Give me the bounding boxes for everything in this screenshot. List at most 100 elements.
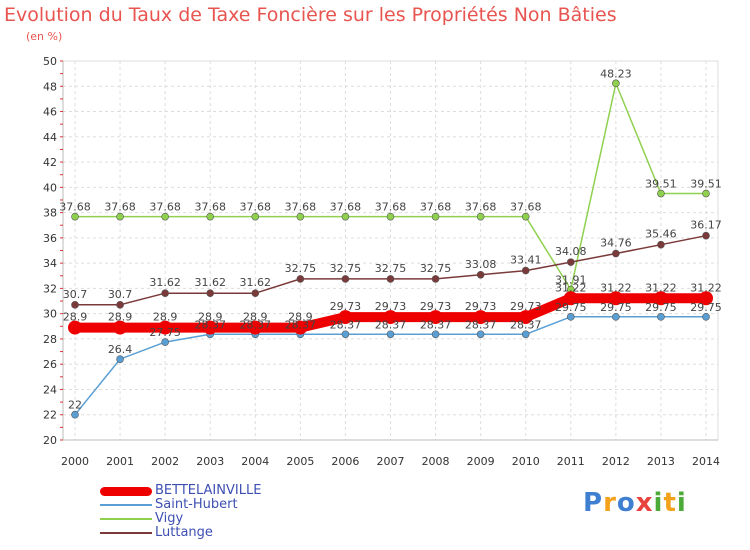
data-point-0: [113, 320, 128, 335]
data-label-3: 32.75: [285, 262, 317, 275]
data-point-1: [612, 313, 620, 321]
legend-label-saint-hubert: Saint-Hubert: [155, 497, 238, 512]
data-label-2: 31.91: [555, 274, 587, 287]
data-label-0: 28.9: [288, 311, 313, 324]
data-label-3: 32.75: [420, 262, 452, 275]
data-point-2: [341, 212, 350, 221]
data-point-2: [71, 212, 79, 221]
legend-label-vigy: Vigy: [155, 511, 184, 526]
y-tick-label: 34: [43, 257, 57, 270]
data-label-0: 28.9: [243, 311, 268, 324]
x-tick-label: 2013: [647, 455, 675, 468]
data-label-3: 34.76: [600, 237, 632, 250]
data-label-0: 29.73: [330, 300, 362, 313]
x-tick-label: 2010: [512, 455, 540, 468]
data-label-2: 39.51: [690, 178, 722, 191]
x-tick-label: 2008: [422, 455, 450, 468]
data-label-0: 28.9: [153, 311, 178, 324]
data-label-1: 29.75: [555, 301, 587, 314]
y-tick-label: 30: [43, 308, 57, 321]
data-point-1: [161, 338, 169, 346]
data-label-3: 31.62: [240, 276, 272, 289]
legend-swatch-saint-hubert: [100, 504, 152, 506]
data-label-0: 29.73: [510, 300, 542, 313]
data-point-1: [521, 330, 530, 339]
data-point-2: [116, 212, 124, 221]
data-point-3: [657, 240, 665, 249]
data-point-2: [161, 212, 169, 221]
data-point-3: [116, 301, 124, 309]
y-tick-label: 48: [43, 80, 57, 93]
proxiti-logo: Proxiti: [583, 488, 687, 518]
data-label-1: 26.4: [108, 343, 133, 356]
data-label-1: 28.37: [465, 318, 497, 331]
data-point-2: [657, 189, 665, 198]
data-point-0: [248, 320, 263, 335]
legend-item-luttange: Luttange: [100, 525, 430, 540]
data-point-0: [68, 320, 82, 335]
data-label-1: 22: [68, 399, 82, 412]
data-label-2: 37.68: [375, 201, 407, 214]
data-label-1: 29.75: [690, 301, 722, 314]
data-label-3: 33.41: [510, 254, 542, 267]
data-label-3: 30.7: [108, 288, 133, 301]
data-point-0: [383, 310, 398, 325]
data-label-1: 29.75: [645, 301, 677, 314]
x-tick-label: 2004: [241, 455, 269, 468]
data-label-2: 48.23: [600, 67, 632, 80]
legend-item-vigy: Vigy: [100, 511, 430, 526]
data-point-1: [386, 330, 395, 339]
data-label-2: 37.68: [194, 201, 226, 214]
data-label-2: 37.68: [510, 201, 542, 214]
data-label-1: 28.37: [420, 318, 452, 331]
data-point-3: [702, 231, 710, 240]
legend-label-luttange: Luttange: [155, 525, 213, 540]
data-point-1: [566, 313, 575, 321]
logo-letter: i: [676, 488, 687, 518]
legend-swatch-luttange: [100, 532, 152, 534]
data-label-0: 29.73: [375, 300, 407, 313]
data-point-1: [71, 410, 79, 419]
data-point-0: [699, 291, 713, 306]
data-label-0: 28.9: [198, 311, 223, 324]
legend: BETTELAINVILLE Saint-Hubert Vigy Luttang…: [100, 483, 430, 540]
data-point-0: [338, 310, 353, 325]
data-point-1: [476, 330, 485, 339]
data-point-2: [521, 212, 530, 221]
data-point-3: [612, 249, 620, 258]
x-tick-label: 2014: [692, 455, 720, 468]
data-label-0: 28.9: [108, 311, 133, 324]
data-point-3: [206, 289, 215, 298]
x-tick-label: 2000: [61, 455, 89, 468]
data-label-1: 28.37: [194, 318, 226, 331]
data-label-2: 37.68: [240, 201, 272, 214]
data-label-0: 31.22: [555, 281, 587, 294]
data-point-3: [71, 301, 79, 309]
y-tick-label: 26: [43, 358, 57, 371]
data-label-2: 37.68: [104, 201, 136, 214]
data-label-0: 31.22: [690, 281, 722, 294]
data-label-0: 31.22: [600, 281, 632, 294]
data-point-3: [476, 270, 485, 279]
data-point-1: [431, 330, 440, 339]
data-point-2: [386, 212, 395, 221]
data-point-1: [341, 330, 350, 339]
data-label-3: 35.46: [645, 228, 677, 241]
legend-item-saint-hubert: Saint-Hubert: [100, 497, 430, 512]
data-point-2: [431, 212, 440, 221]
data-point-0: [428, 310, 443, 325]
x-tick-label: 2002: [151, 455, 179, 468]
y-tick-label: 50: [43, 55, 57, 68]
data-point-3: [251, 289, 260, 298]
data-label-2: 37.68: [330, 201, 362, 214]
data-point-0: [608, 291, 623, 306]
data-point-0: [293, 320, 308, 335]
y-tick-label: 42: [43, 156, 57, 169]
data-point-1: [702, 313, 710, 321]
data-point-3: [431, 275, 440, 283]
y-tick-label: 44: [43, 131, 57, 144]
data-label-1: 28.37: [510, 318, 542, 331]
data-label-1: 27.75: [149, 326, 181, 339]
y-tick-label: 28: [43, 333, 57, 346]
